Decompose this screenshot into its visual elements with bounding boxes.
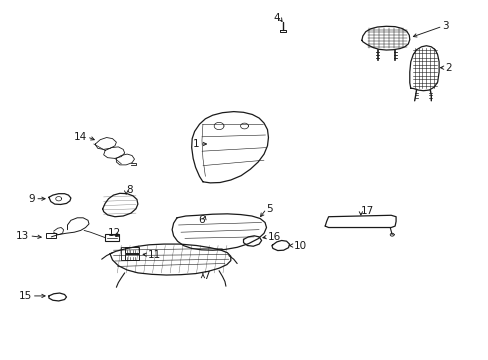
Text: 12: 12 — [108, 228, 121, 238]
Text: 9: 9 — [28, 194, 35, 204]
Text: 11: 11 — [147, 250, 161, 260]
Text: 2: 2 — [444, 63, 451, 73]
Text: 5: 5 — [266, 204, 273, 214]
Text: 3: 3 — [442, 21, 448, 31]
Bar — [124, 254, 139, 260]
Text: 17: 17 — [360, 206, 373, 216]
Text: 15: 15 — [19, 291, 32, 301]
Text: 14: 14 — [74, 132, 87, 142]
Bar — [46, 233, 56, 238]
Text: 7: 7 — [203, 271, 209, 282]
Bar — [124, 247, 139, 253]
Text: 10: 10 — [293, 240, 306, 251]
Text: 8: 8 — [126, 185, 133, 195]
Text: 4: 4 — [272, 13, 279, 23]
Text: 13: 13 — [16, 231, 29, 241]
Text: 6: 6 — [197, 215, 204, 225]
Text: 1: 1 — [192, 139, 199, 149]
Bar — [105, 234, 119, 241]
Text: 16: 16 — [267, 232, 281, 242]
